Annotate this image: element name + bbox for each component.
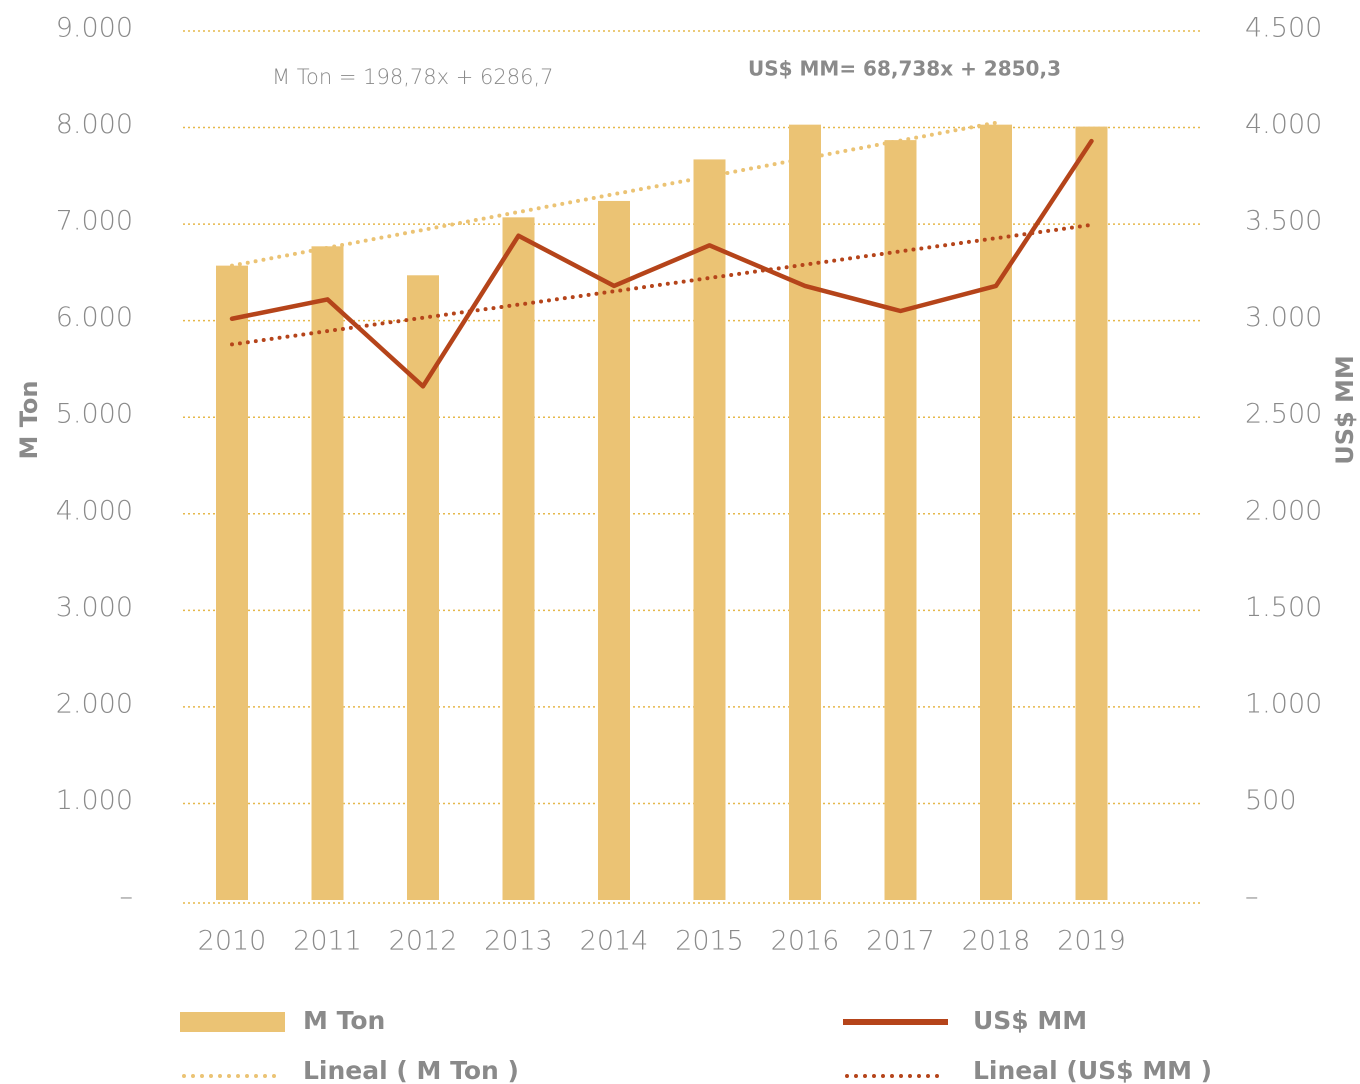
y-tick-label: 1.000 xyxy=(56,785,133,816)
y2-tick-label: 500 xyxy=(1245,785,1297,816)
y2-axis-title: US$ MM xyxy=(1331,355,1359,465)
y-tick-label: 6.000 xyxy=(56,302,133,333)
trend-line xyxy=(230,222,1094,347)
legend-label: Lineal ( M Ton ) xyxy=(303,1056,519,1084)
annotation: US$ MM= 68,738x + 2850,3 xyxy=(748,57,1061,81)
trend-line xyxy=(230,120,998,268)
legend-label: M Ton xyxy=(303,1006,385,1035)
y-tick-label: – xyxy=(120,882,134,913)
x-tick-label: 2015 xyxy=(675,926,744,957)
y-tick-label: 3.000 xyxy=(56,592,133,623)
x-tick-label: 2013 xyxy=(484,926,553,957)
y2-tick-label: 3.500 xyxy=(1245,206,1322,237)
y-axis-title: M Ton xyxy=(15,381,43,460)
x-tick-label: 2016 xyxy=(771,926,840,957)
line xyxy=(229,138,1094,389)
bar xyxy=(216,265,248,900)
bar xyxy=(311,246,344,900)
bar xyxy=(693,159,726,900)
x-tick-label: 2012 xyxy=(389,926,458,957)
legend-label: US$ MM xyxy=(973,1006,1087,1035)
bar xyxy=(502,217,535,900)
y-tick-label: 5.000 xyxy=(56,399,133,430)
bar xyxy=(598,200,630,901)
y-tick-label: 8.000 xyxy=(56,109,133,140)
y2-tick-label: 4.000 xyxy=(1245,109,1322,140)
y2-tick-label: 4.500 xyxy=(1245,13,1322,44)
y2-tick-label: 3.000 xyxy=(1245,302,1322,333)
y-tick-label: 9.000 xyxy=(56,13,133,44)
legend-label: Lineal (US$ MM ) xyxy=(973,1056,1212,1084)
y2-tick-label: – xyxy=(1245,882,1259,913)
y2-tick-label: 1.000 xyxy=(1245,688,1322,719)
x-tick-label: 2014 xyxy=(580,926,649,957)
x-tick-label: 2019 xyxy=(1057,926,1126,957)
bar xyxy=(980,124,1012,901)
y-tick-label: 4.000 xyxy=(56,495,133,526)
x-tick-label: 2010 xyxy=(198,926,267,957)
bar xyxy=(789,124,821,901)
bar xyxy=(884,140,917,900)
x-tick-label: 2011 xyxy=(293,926,362,957)
bar xyxy=(1075,126,1108,901)
y-tick-label: 7.000 xyxy=(56,206,133,237)
x-tick-label: 2018 xyxy=(962,926,1031,957)
legend-swatch xyxy=(180,1012,285,1032)
y2-tick-label: 2.500 xyxy=(1245,399,1322,430)
y2-tick-label: 1.500 xyxy=(1245,592,1322,623)
annotation: M Ton = 198,78x + 6286,7 xyxy=(272,65,554,89)
y-tick-label: 2.000 xyxy=(56,688,133,719)
y2-tick-label: 2.000 xyxy=(1245,495,1322,526)
x-tick-label: 2017 xyxy=(866,926,935,957)
